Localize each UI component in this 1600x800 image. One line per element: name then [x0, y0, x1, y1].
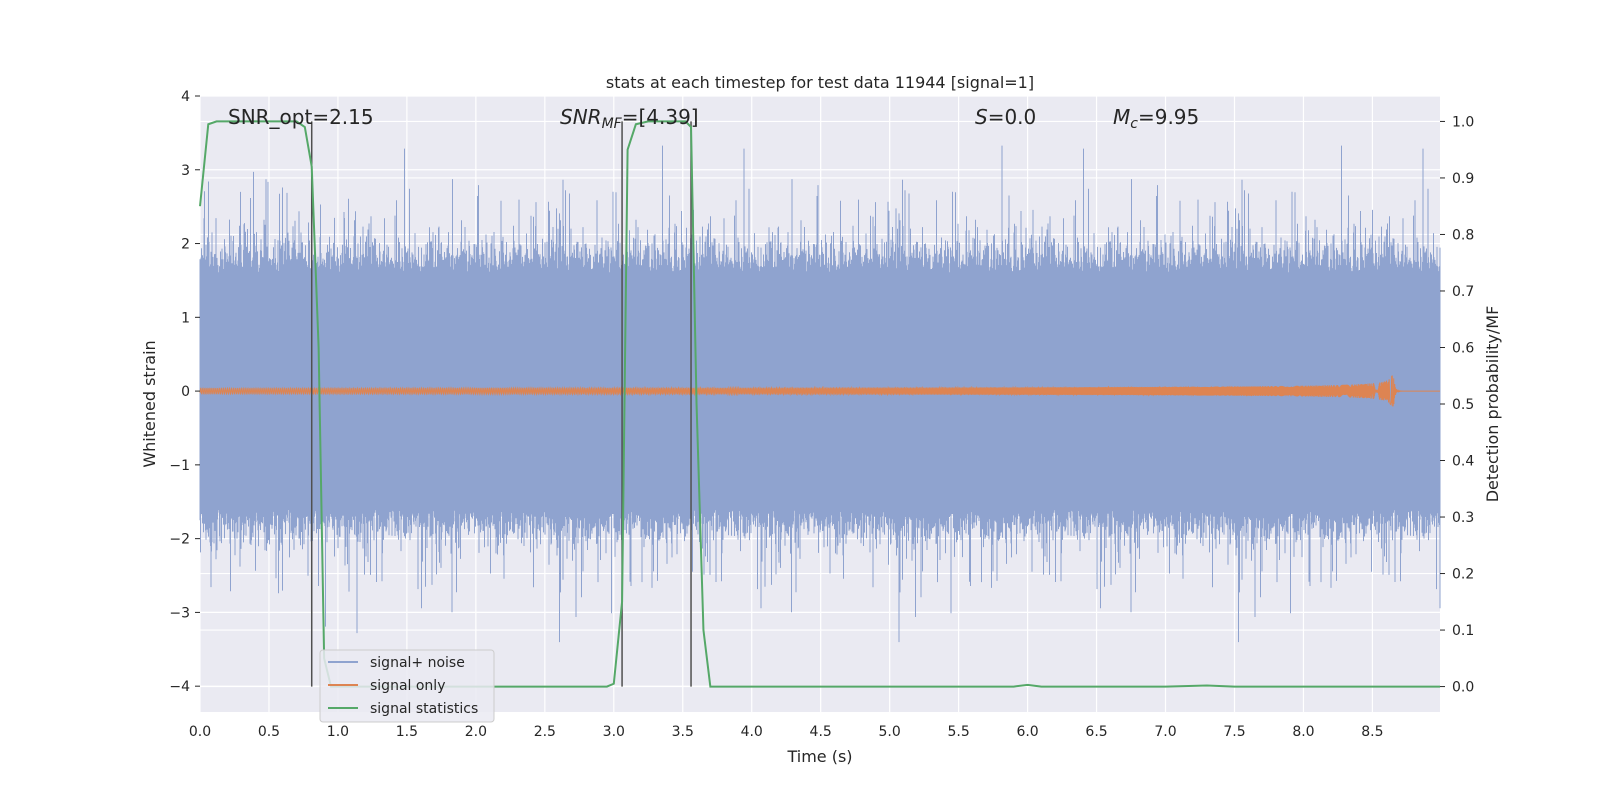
y-tick-label: 3 [181, 163, 190, 179]
y2-tick-label: 0.3 [1452, 510, 1474, 526]
y-tick-label: −1 [169, 458, 190, 474]
x-tick-label: 6.5 [1085, 724, 1107, 740]
x-tick-label: 2.5 [534, 724, 556, 740]
legend-box [319, 649, 495, 723]
annotation-snr-opt: SNR_opt=2.15 [228, 105, 374, 129]
legend-label-signal-only: signal only [370, 678, 445, 694]
annotation-s: S=0.0 [975, 105, 1036, 129]
series-signal-only [199, 375, 1440, 407]
y2-tick-label: 0.2 [1452, 567, 1474, 583]
y2-axis-label: Detection probability/MF [1483, 306, 1502, 503]
y-tick-label: 2 [181, 237, 190, 253]
x-tick-label: 6.0 [1016, 724, 1038, 740]
legend-label-signal-statistics: signal statistics [370, 701, 478, 717]
annotation-mc: Mc=9.95 [1113, 105, 1199, 132]
x-tick-label: 0.0 [189, 724, 211, 740]
x-tick-label: 1.5 [396, 724, 418, 740]
x-tick-label: 3.0 [603, 724, 625, 740]
x-tick-label: 3.5 [672, 724, 694, 740]
y-tick-label: −4 [169, 679, 190, 695]
y2-tick-label: 1.0 [1452, 114, 1474, 130]
y2-tick-label: 0.8 [1452, 227, 1474, 243]
y-axis-label: Whitened strain [140, 340, 159, 467]
annotation-snr-mf: SNRMF=[4.39] [560, 105, 699, 132]
x-axis-ticks: 0.0 0.5 1.0 1.5 2.0 2.5 3.0 3.5 4.0 4.5 5.0 5.5 6.0 6… [189, 724, 1384, 740]
y-axis-ticks: 4 3 2 1 0 −1 −2 −3 −4 [169, 89, 200, 695]
x-tick-label: 7.5 [1223, 724, 1245, 740]
y2-tick-label: 0.7 [1452, 284, 1474, 300]
y-tick-label: 1 [181, 310, 190, 326]
signal-statistics-trace [199, 120, 1440, 688]
y2-axis-ticks: 1.0 0.9 0.8 0.7 0.6 0.5 0.4 0.3 0.2 0.1 0.0 [1440, 114, 1474, 696]
x-tick-label: 5.5 [947, 724, 969, 740]
x-tick-label: 0.5 [258, 724, 280, 740]
chart-title: stats at each timestep for test data 119… [606, 73, 1034, 92]
x-axis-label: Time (s) [786, 747, 852, 766]
y-tick-label: 4 [181, 89, 190, 105]
x-tick-label: 8.0 [1292, 724, 1314, 740]
y2-tick-label: 0.4 [1452, 454, 1474, 470]
y2-tick-label: 0.6 [1452, 340, 1474, 356]
x-tick-label: 8.5 [1361, 724, 1383, 740]
y2-tick-label: 0.0 [1452, 680, 1474, 696]
x-tick-label: 5.0 [879, 724, 901, 740]
x-tick-label: 2.0 [465, 724, 487, 740]
legend-label-signal-noise: signal+ noise [370, 655, 465, 671]
y-tick-label: −2 [169, 532, 190, 548]
x-tick-label: 4.5 [810, 724, 832, 740]
series-signal-statistics [199, 120, 1440, 688]
y2-tick-label: 0.9 [1452, 171, 1474, 187]
x-tick-label: 7.0 [1154, 724, 1176, 740]
signal-only-trace [199, 375, 1440, 407]
x-tick-label: 1.0 [327, 724, 349, 740]
x-tick-label: 4.0 [741, 724, 763, 740]
y-tick-label: 0 [181, 384, 190, 400]
legend: signal+ noise signal only signal statist… [319, 649, 495, 723]
y2-tick-label: 0.5 [1452, 397, 1474, 413]
y2-tick-label: 0.1 [1452, 623, 1474, 639]
y-tick-label: −3 [169, 605, 190, 621]
